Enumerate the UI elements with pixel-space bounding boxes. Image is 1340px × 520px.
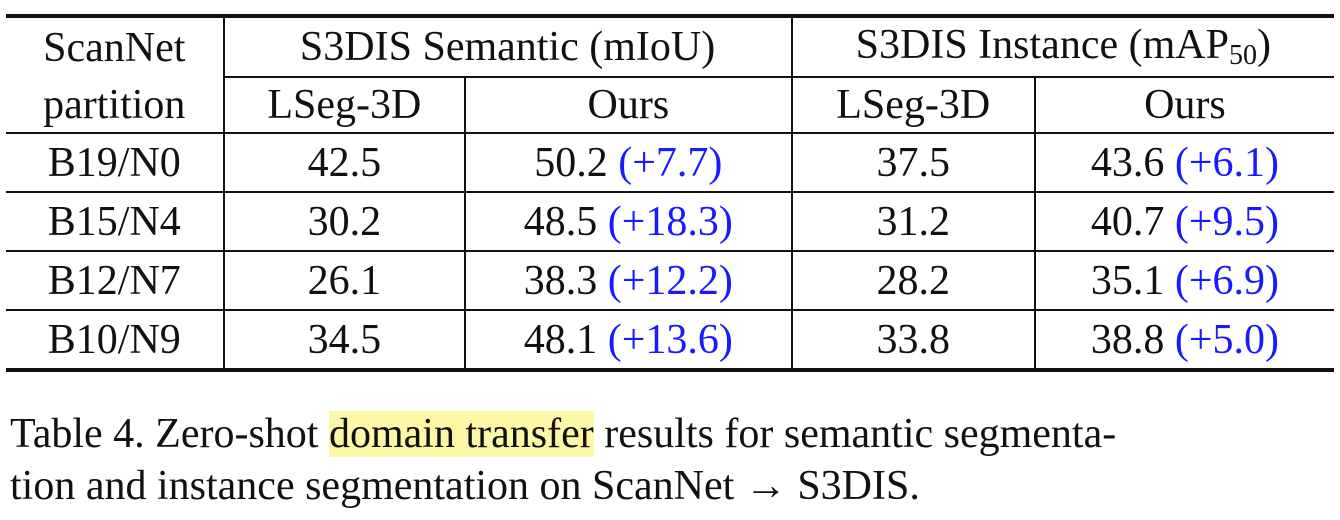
cell-sem-lseg: 34.5 <box>223 309 467 372</box>
sem-delta: (+18.3) <box>607 198 733 245</box>
cell-sem-lseg: 30.2 <box>223 191 467 251</box>
cell-inst-ours: 40.7 (+9.5) <box>1034 191 1334 251</box>
header-inst-lseg: LSeg-3D <box>791 76 1036 133</box>
caption-highlighted-phrase[interactable]: domain transfer <box>328 411 594 457</box>
header-instance-subscript: 50 <box>1228 40 1257 71</box>
header-sem-lseg: LSeg-3D <box>223 76 467 133</box>
cell-inst-lseg: 31.2 <box>791 191 1036 251</box>
caption-line2: tion and instance segmentation on ScanNe… <box>10 463 920 509</box>
cell-inst-lseg: 33.8 <box>791 309 1036 372</box>
header-partition-line1: ScanNet <box>6 14 225 77</box>
table-row: B19/N0 42.5 50.2 (+7.7) 37.5 43.6 (+6.1) <box>6 132 1334 192</box>
cell-inst-ours: 38.8 (+5.0) <box>1034 309 1334 372</box>
inst-delta: (+6.9) <box>1174 257 1280 304</box>
cell-inst-lseg: 37.5 <box>791 132 1036 192</box>
header-instance-prefix: S3DIS Instance (mAP <box>855 22 1229 68</box>
header-inst-ours: Ours <box>1034 76 1334 133</box>
inst-ours-value: 43.6 <box>1090 139 1165 186</box>
inst-delta: (+6.1) <box>1174 139 1280 186</box>
table-header-row-methods: partition LSeg-3D Ours LSeg-3D Ours <box>6 76 1334 133</box>
sem-delta: (+12.2) <box>607 257 733 304</box>
inst-delta: (+9.5) <box>1174 198 1280 245</box>
cell-sem-ours: 50.2 (+7.7) <box>465 132 793 192</box>
table-row: B15/N4 30.2 48.5 (+18.3) 31.2 40.7 (+9.5… <box>6 191 1334 251</box>
cell-inst-ours: 35.1 (+6.9) <box>1034 250 1334 310</box>
sem-delta: (+13.6) <box>607 316 733 363</box>
inst-ours-value: 35.1 <box>1090 257 1165 304</box>
cell-sem-lseg: 42.5 <box>223 132 467 192</box>
table-row: B12/N7 26.1 38.3 (+12.2) 28.2 35.1 (+6.9… <box>6 250 1334 310</box>
table-header-row-groups: ScanNet S3DIS Semantic (mIoU) S3DIS Inst… <box>6 14 1334 77</box>
inst-ours-value: 38.8 <box>1090 316 1165 363</box>
table-caption: Table 4. Zero-shot domain transfer resul… <box>10 408 1330 512</box>
sem-ours-value: 38.3 <box>523 257 598 304</box>
inst-ours-value: 40.7 <box>1090 198 1165 245</box>
header-instance-suffix: ) <box>1256 22 1271 68</box>
header-sem-ours: Ours <box>465 76 793 133</box>
caption-prefix: Table 4. Zero-shot <box>10 411 329 457</box>
cell-partition: B15/N4 <box>6 191 225 251</box>
cell-partition: B12/N7 <box>6 250 225 310</box>
sem-ours-value: 48.1 <box>523 316 598 363</box>
sem-delta: (+7.7) <box>618 139 723 186</box>
cell-sem-ours: 48.1 (+13.6) <box>465 309 793 372</box>
header-semantic-group: S3DIS Semantic (mIoU) <box>223 14 793 77</box>
sem-ours-value: 48.5 <box>523 198 598 245</box>
caption-line1-suffix: results for semantic segmenta- <box>593 411 1117 457</box>
cell-partition: B19/N0 <box>6 132 225 192</box>
header-instance-group: S3DIS Instance (mAP50) <box>791 14 1334 77</box>
table-row: B10/N9 34.5 48.1 (+13.6) 33.8 38.8 (+5.0… <box>6 309 1334 372</box>
cell-sem-ours: 48.5 (+18.3) <box>465 191 793 251</box>
header-partition-line2: partition <box>6 77 225 133</box>
cell-inst-ours: 43.6 (+6.1) <box>1034 132 1334 192</box>
cell-sem-ours: 38.3 (+12.2) <box>465 250 793 310</box>
results-table: ScanNet S3DIS Semantic (mIoU) S3DIS Inst… <box>6 14 1334 372</box>
sem-ours-value: 50.2 <box>534 139 608 186</box>
cell-inst-lseg: 28.2 <box>791 250 1036 310</box>
cell-partition: B10/N9 <box>6 309 225 372</box>
inst-delta: (+5.0) <box>1174 316 1280 363</box>
cell-sem-lseg: 26.1 <box>223 250 467 310</box>
